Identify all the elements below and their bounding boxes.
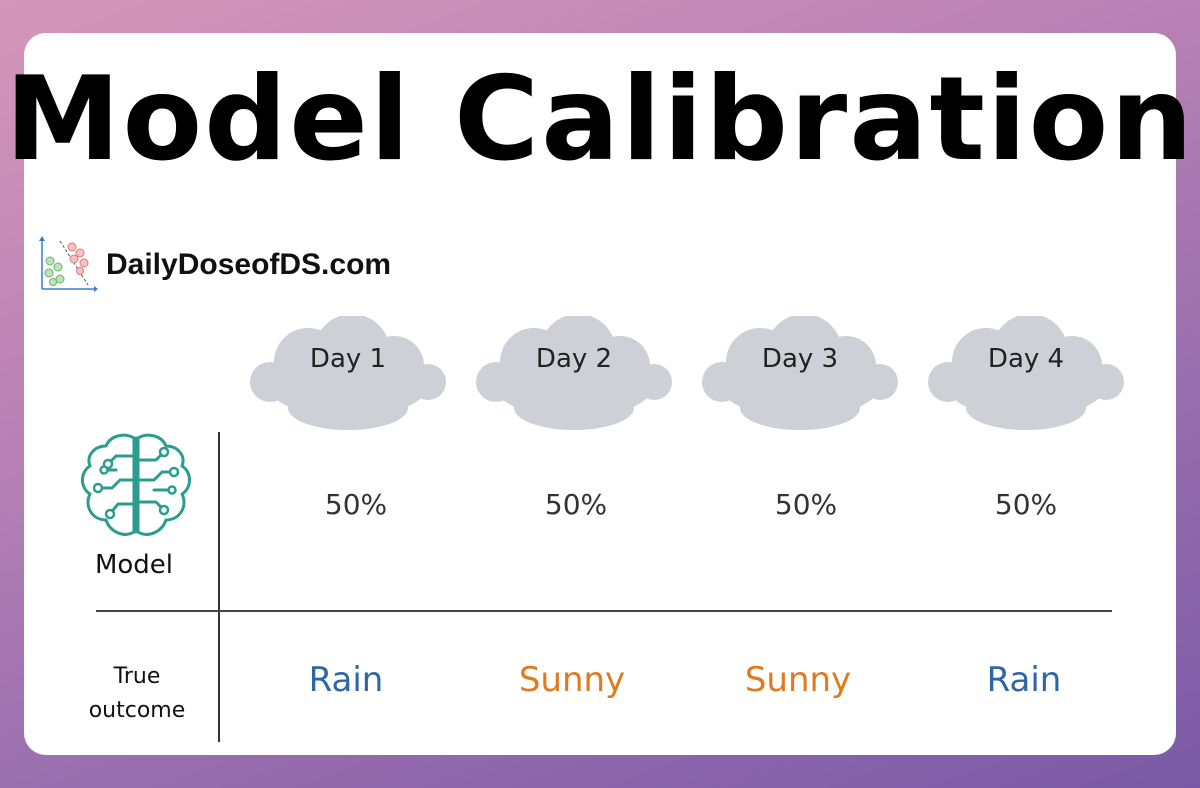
cloud-icon [250,316,446,430]
outcome-value: Rain [308,660,384,700]
true-outcome-label-line1: True [113,664,161,689]
day-cloud: Day 3 [700,316,900,432]
brand-text: DailyDoseofDS.com [106,248,392,281]
cloud-icon [928,316,1124,430]
page-title: Model Calibration [5,52,1195,187]
outcome-value: Rain [986,660,1062,700]
day-cloud: Day 2 [474,316,674,432]
day-cloud: Day 1 [248,316,448,432]
brain-circuit-icon [81,433,191,536]
day-label: Day 2 [535,344,613,374]
prediction-value: 50% [774,488,838,521]
prediction-value: 50% [544,488,608,521]
model-row-label: Model [94,550,174,580]
brand: DailyDoseofDS.com [36,235,391,295]
cloud-icon [702,316,898,430]
day-label: Day 1 [309,344,387,374]
vertical-divider [218,432,220,742]
true-outcome-label-line2: outcome [88,698,186,723]
prediction-value: 50% [994,488,1058,521]
cloud-icon [476,316,672,430]
day-cloud: Day 4 [926,316,1126,432]
day-label: Day 4 [987,344,1065,374]
horizontal-divider [96,610,1112,612]
prediction-value: 50% [324,488,388,521]
day-label: Day 3 [761,344,839,374]
outcome-value: Sunny [518,660,626,700]
true-outcome-row-label: True outcome [62,660,212,728]
scatter-plot-logo-icon [39,236,98,292]
outcome-value: Sunny [744,660,852,700]
